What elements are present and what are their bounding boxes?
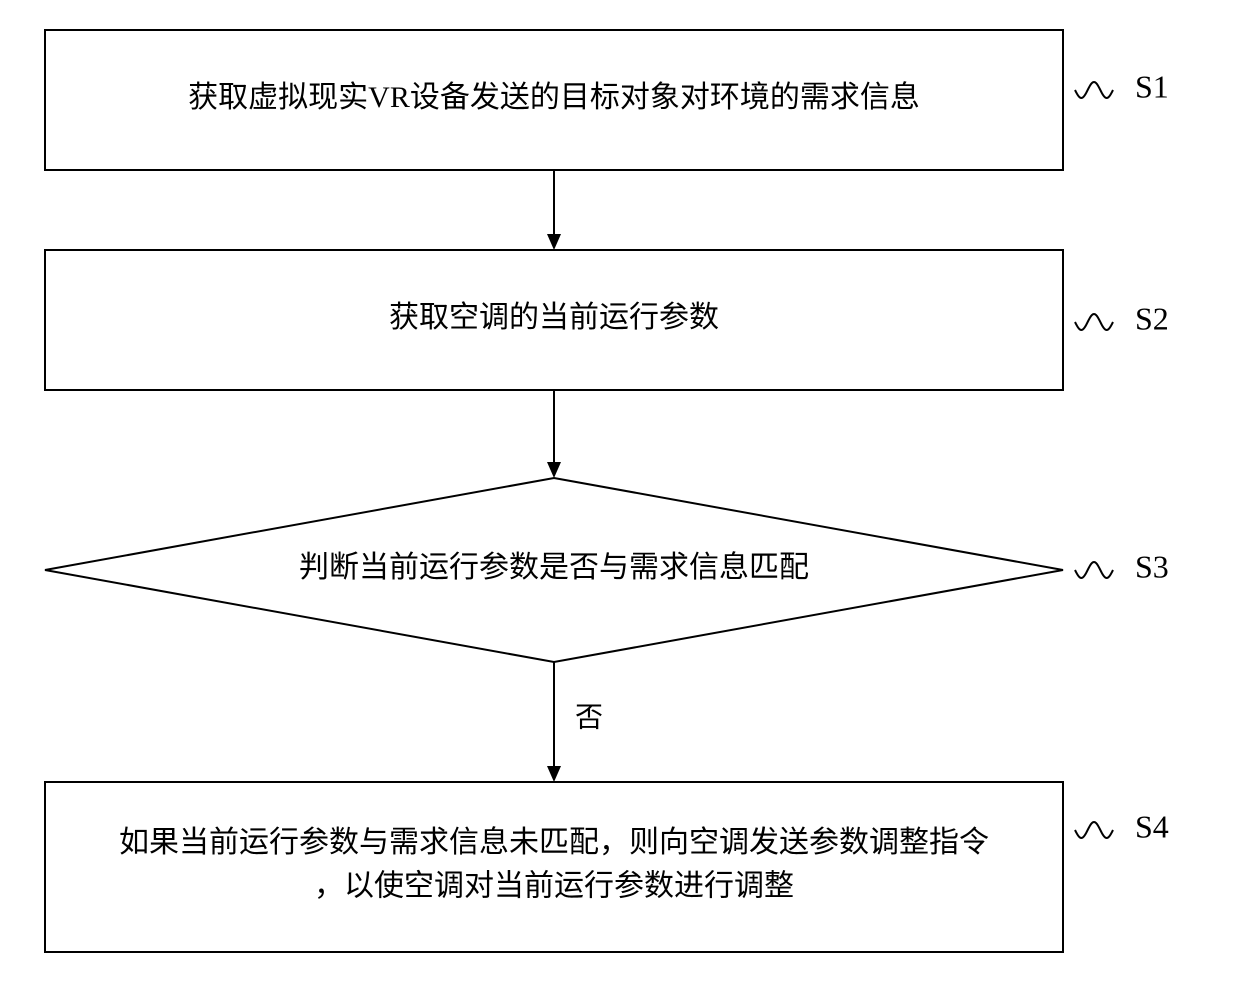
step-label-s4: S4	[1135, 808, 1169, 844]
svg-text:，以使空调对当前运行参数进行调整: ，以使空调对当前运行参数进行调整	[314, 870, 794, 903]
svg-text:获取空调的当前运行参数: 获取空调的当前运行参数	[389, 301, 719, 334]
step-label-s1: S1	[1135, 68, 1169, 104]
svg-text:判断当前运行参数是否与需求信息匹配: 判断当前运行参数是否与需求信息匹配	[299, 551, 809, 584]
step-label-s3: S3	[1135, 548, 1169, 584]
svg-text:获取虚拟现实VR设备发送的目标对象对环境的需求信息: 获取虚拟现实VR设备发送的目标对象对环境的需求信息	[188, 81, 920, 114]
svg-text:如果当前运行参数与需求信息未匹配，则向空调发送参数调整指令: 如果当前运行参数与需求信息未匹配，则向空调发送参数调整指令	[119, 826, 989, 859]
flowchart-node-s4	[45, 782, 1063, 952]
edge-label-s3-s4: 否	[575, 702, 603, 733]
step-label-s2: S2	[1135, 300, 1169, 336]
